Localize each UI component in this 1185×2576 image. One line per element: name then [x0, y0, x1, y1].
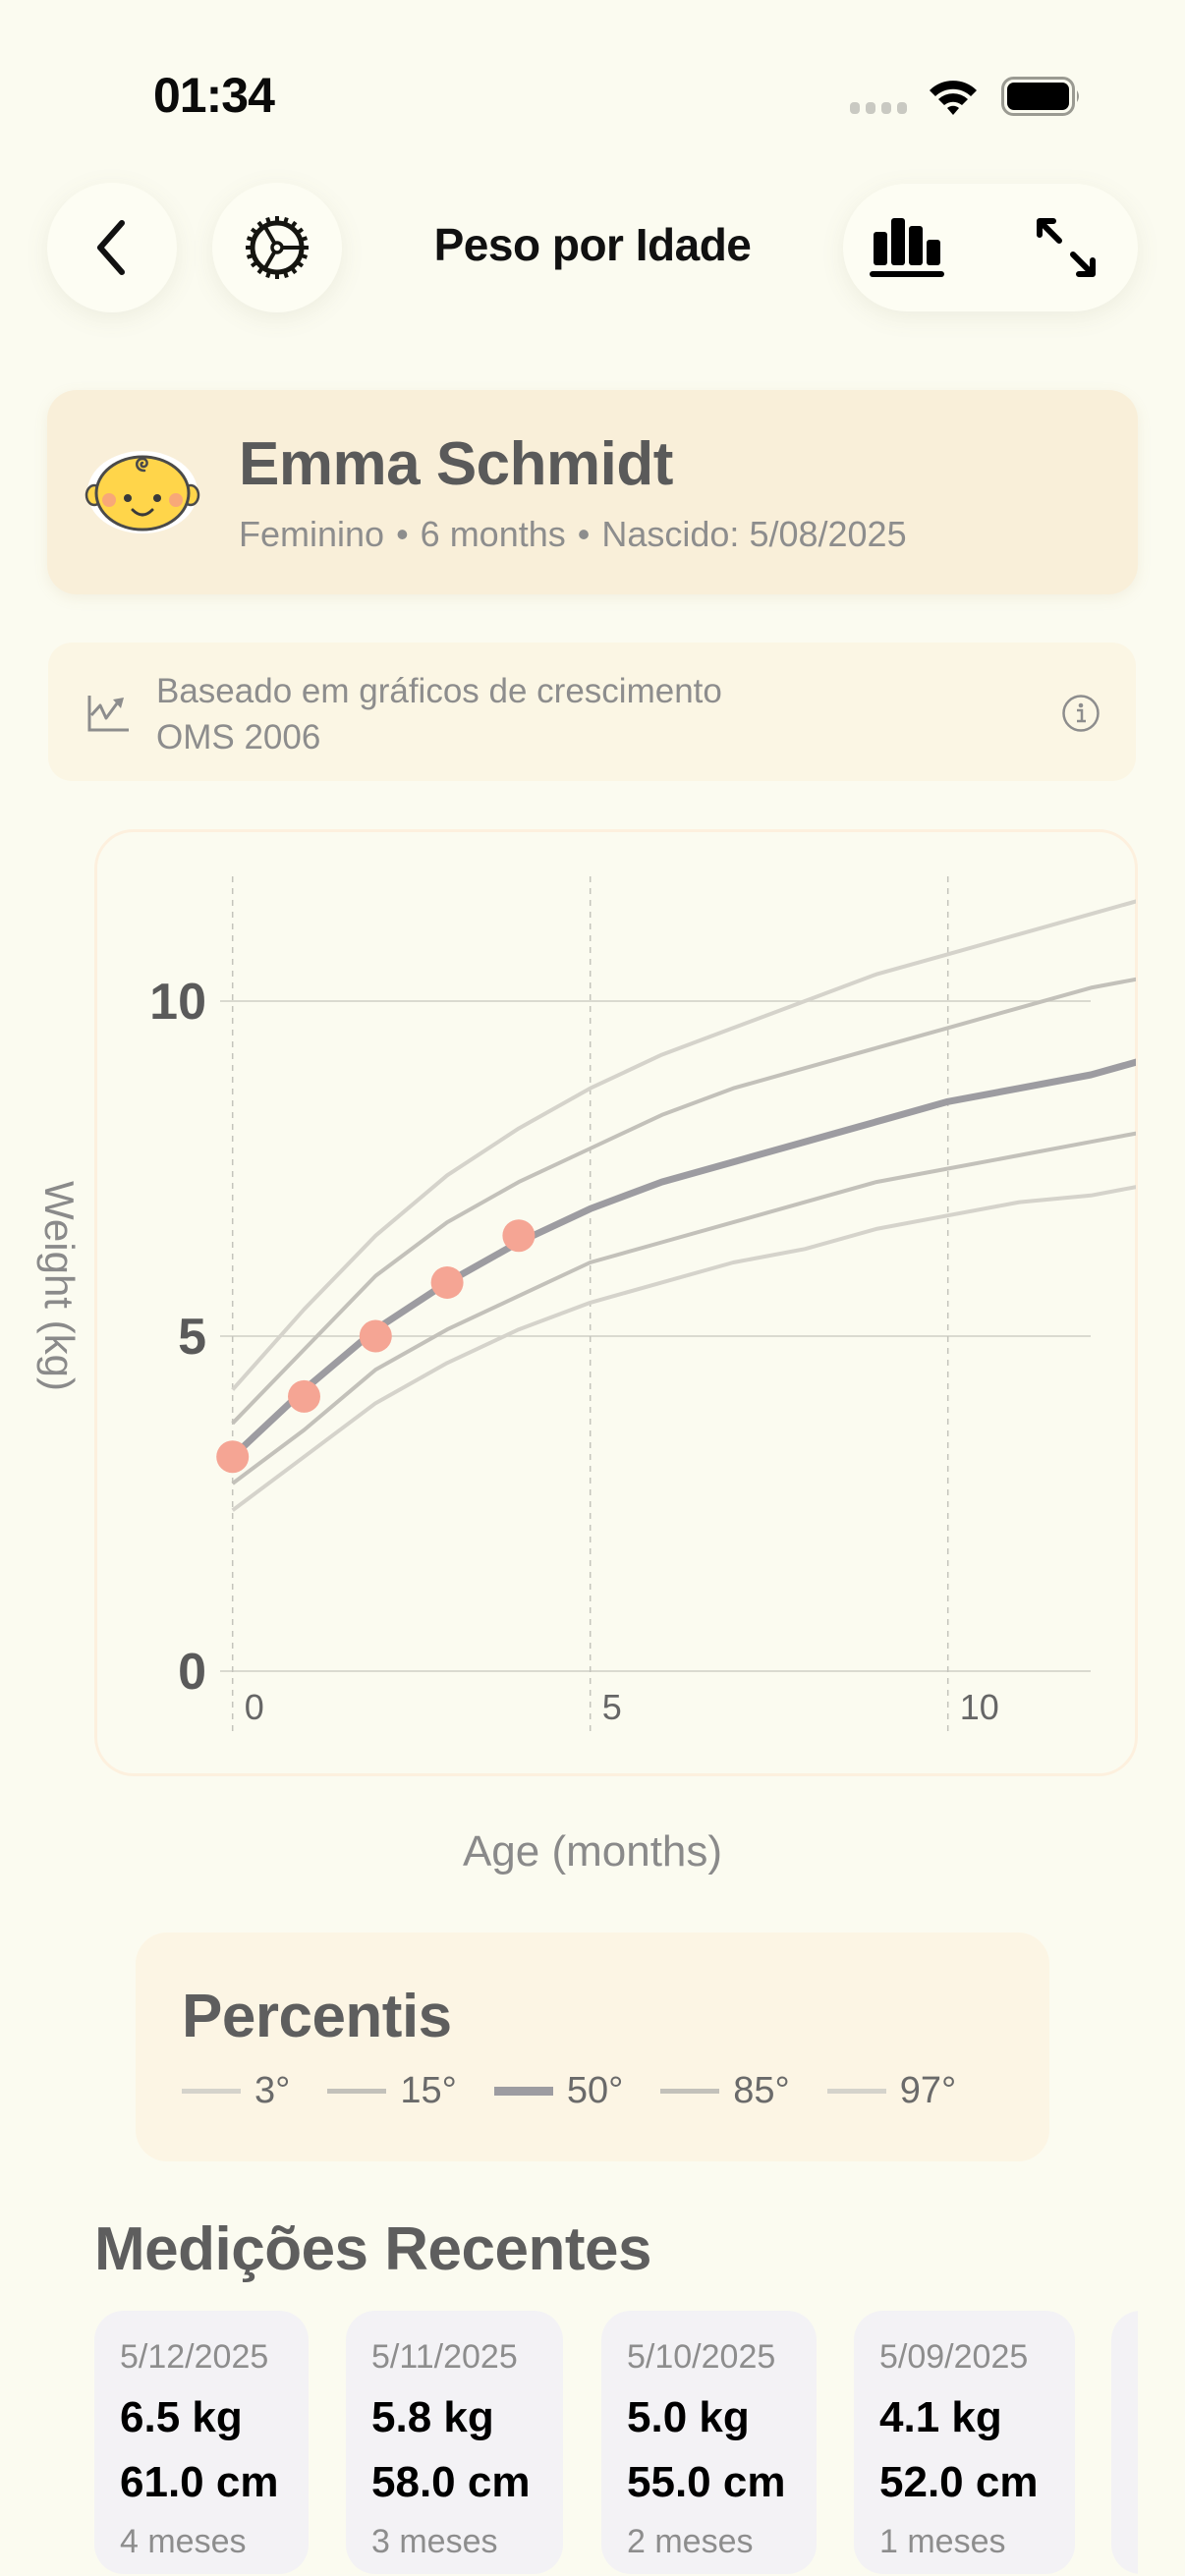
measurement-weight: 5.8 kg [371, 2393, 494, 2441]
recent-measurements-title: Medições Recentes [94, 2215, 651, 2283]
percentile-curve-p3 [231, 1180, 1136, 1512]
x-tick-label: 5 [602, 1687, 622, 1727]
measurement-age: 1 meses [879, 2523, 1006, 2560]
legend-swatch [327, 2089, 387, 2094]
percentile-curve-p97 [231, 891, 1136, 1391]
percentile-legend: Percentis 3° 15° 50° 85° 97° [136, 1932, 1049, 2161]
legend-label: 15° [400, 2070, 457, 2111]
measurement-height: 55.0 cm [627, 2458, 786, 2506]
born-label: Nascido: [601, 514, 740, 554]
legend-items: 3° 15° 50° 85° 97° [182, 2070, 993, 2112]
measurement-age: 3 meses [371, 2523, 498, 2560]
measurement-card[interactable]: 5/11/2025 5.8 kg 58.0 cm 3 meses [346, 2311, 563, 2574]
y-tick-label: 10 [149, 974, 206, 1031]
toolbar-pill [843, 184, 1138, 311]
child-profile-card[interactable]: Emma Schmidt Feminino • 6 months • Nascido: … [47, 390, 1138, 594]
percentile-curve-p50 [230, 1051, 1136, 1460]
y-axis-label: Weight (kg) [36, 1181, 83, 1391]
legend-label: 97° [899, 2070, 957, 2111]
legend-swatch [493, 2087, 553, 2096]
separator: • [577, 514, 591, 554]
percentile-curve-p15 [231, 1126, 1136, 1485]
chart-type-button[interactable] [843, 184, 971, 311]
measurement-height: 52.0 cm [879, 2458, 1039, 2506]
measurement-date: 5/09/2025 [879, 2338, 1029, 2376]
legend-title: Percentis [182, 1983, 452, 2050]
measurement-age: 4 meses [120, 2523, 247, 2560]
legend-label: 85° [733, 2070, 790, 2111]
measurement-height: 58.0 cm [371, 2458, 531, 2506]
gear-icon [246, 216, 309, 279]
measurement-date: 5/10/2025 [627, 2338, 776, 2376]
legend-label: 3° [254, 2070, 291, 2111]
measurement-card[interactable]: 5/12/2025 6.5 kg 61.0 cm 4 meses [94, 2311, 309, 2574]
trend-chart-icon [87, 696, 129, 732]
measurement-point[interactable] [216, 1440, 250, 1474]
page-title: Peso por Idade [433, 219, 752, 270]
status-time: 01:34 [153, 68, 275, 123]
info-text: Baseado em gráficos de crescimento OMS 2… [156, 668, 722, 760]
legend-swatch [826, 2089, 886, 2094]
measurement-card-partial[interactable] [1111, 2311, 1138, 2574]
measurement-weight: 5.0 kg [627, 2393, 750, 2441]
child-name: Emma Schmidt [239, 430, 673, 498]
info-line-1: Baseado em gráficos de crescimento [156, 672, 722, 710]
measurement-date: 5/11/2025 [371, 2338, 518, 2376]
growth-chart-card [94, 829, 1138, 1776]
measurement-point[interactable] [359, 1319, 392, 1353]
measurement-point[interactable] [430, 1265, 464, 1299]
expand-arrows-icon [1037, 218, 1096, 277]
battery-icon [1001, 77, 1079, 116]
measurement-weight: 4.1 kg [879, 2393, 1002, 2441]
chevron-left-icon [97, 220, 125, 275]
child-details: Feminino • 6 months • Nascido: 5/08/2025 [239, 514, 907, 555]
measurement-point[interactable] [502, 1219, 536, 1253]
legend-swatch [182, 2089, 241, 2094]
legend-item-p15: 15° [327, 2070, 457, 2112]
measurement-age: 2 meses [627, 2523, 754, 2560]
wifi-icon [930, 81, 977, 115]
legend-item-p3: 3° [182, 2070, 290, 2112]
legend-item-p50: 50° [493, 2070, 624, 2112]
percentile-curve-p85 [231, 972, 1136, 1426]
born-date: 5/08/2025 [749, 514, 907, 554]
separator: • [396, 514, 409, 554]
legend-item-p97: 97° [826, 2070, 957, 2112]
measurement-date: 5/12/2025 [120, 2338, 269, 2376]
settings-button[interactable] [212, 183, 342, 312]
fullscreen-button[interactable] [1002, 184, 1130, 311]
x-axis-label: Age (months) [462, 1827, 723, 1876]
legend-label: 50° [566, 2070, 624, 2111]
info-icon[interactable] [1061, 694, 1100, 733]
standard-info-box: Baseado em gráficos de crescimento OMS 2… [48, 643, 1136, 781]
bar-chart-icon [870, 218, 944, 277]
y-tick-label: 0 [178, 1644, 206, 1701]
measurement-weight: 6.5 kg [120, 2393, 243, 2441]
x-tick-label: 0 [245, 1687, 264, 1727]
baby-avatar-icon [85, 451, 200, 533]
info-line-2: OMS 2006 [156, 718, 321, 756]
y-tick-label: 5 [178, 1309, 206, 1366]
x-tick-label: 10 [960, 1687, 999, 1727]
measurement-card[interactable]: 5/10/2025 5.0 kg 55.0 cm 2 meses [601, 2311, 817, 2574]
legend-swatch [660, 2089, 720, 2094]
cellular-signal-icon [850, 102, 907, 114]
back-button[interactable] [47, 183, 177, 312]
legend-item-p85: 85° [660, 2070, 790, 2112]
growth-chart: 0 5 10 0 5 10 [149, 876, 1136, 1731]
child-gender: Feminino [239, 514, 385, 554]
recent-measurements-list[interactable]: 5/12/2025 6.5 kg 61.0 cm 4 meses 5/11/2025 5.… [94, 2311, 1138, 2576]
child-age: 6 months [420, 514, 566, 554]
measurement-height: 61.0 cm [120, 2458, 279, 2506]
measurement-point[interactable] [288, 1379, 320, 1413]
measurement-card[interactable]: 5/09/2025 4.1 kg 52.0 cm 1 meses [854, 2311, 1075, 2574]
